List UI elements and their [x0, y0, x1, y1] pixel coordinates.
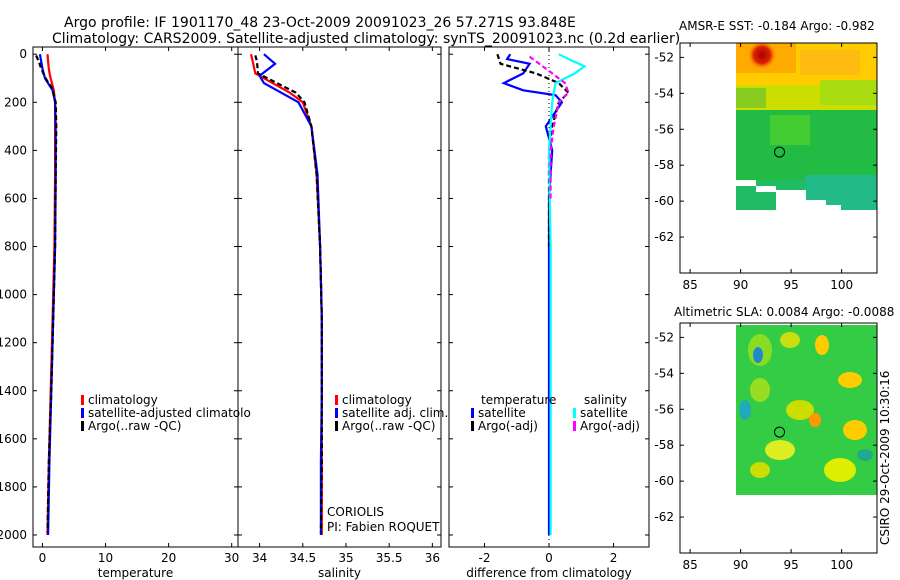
y-tick-label: -56 [654, 122, 674, 136]
y-tick-label: -58 [654, 158, 674, 172]
timestamp-stamp: CSIRO 29-Oct-2009 10:30:16 [878, 371, 892, 545]
legend-entry: Argo(..raw -QC) [342, 419, 435, 433]
x-tick-label: 100 [830, 558, 853, 572]
legend-entry: Argo(..raw -QC) [88, 419, 181, 433]
profile-location-marker [774, 426, 786, 438]
panel-frame [32, 46, 239, 548]
legend-swatch [81, 408, 84, 418]
legend-header: temperature [481, 393, 556, 407]
map-title: AMSR-E SST: -0.184 Argo: -0.982 [679, 19, 875, 33]
y-tick-label: 1200 [0, 336, 27, 350]
x-tick-label: 20 [161, 551, 176, 565]
y-tick-label: -62 [654, 510, 674, 524]
series-line [547, 53, 587, 535]
legend-swatch [335, 421, 338, 431]
sla-map-pixels [680, 325, 877, 553]
x-tick-label: 2 [610, 551, 618, 565]
x-tick-label: 36 [425, 551, 440, 565]
series-line [254, 55, 323, 533]
legend-swatch [335, 408, 338, 418]
x-tick-label: 35 [338, 551, 353, 565]
x-tick-label: -2 [478, 551, 490, 565]
map-frame [679, 322, 878, 554]
y-tick-label: 1400 [0, 384, 27, 398]
y-tick-label: -54 [654, 86, 674, 100]
y-tick-label: 2000 [0, 528, 27, 542]
x-tick-label: 95 [783, 278, 798, 292]
x-tick-label: 30 [224, 551, 239, 565]
legend-swatch [573, 421, 576, 431]
pi-label: PI: Fabien ROQUET [327, 520, 440, 534]
legend-entry: Argo(-adj) [580, 419, 640, 433]
panel-frame [237, 46, 442, 548]
legend-entry: Argo(-adj) [478, 419, 538, 433]
panel-temperature: 0 10 20 30 0 200 400 600 800 1000 1200 1400 1600 1800… [0, 46, 251, 580]
series-line [35, 54, 58, 533]
y-tick-label: -60 [654, 474, 674, 488]
legend-swatch [81, 395, 84, 405]
y-tick-label: 1800 [0, 480, 27, 494]
sst-map: AMSR-E SST: -0.184 Argo: -0.982 85 90 95 100… [654, 19, 878, 292]
y-tick-label: -52 [654, 330, 674, 344]
y-tick-label: 200 [4, 95, 27, 109]
series-line [528, 55, 570, 199]
legend-entry: climatology [88, 393, 158, 407]
y-tick-label: -62 [654, 230, 674, 244]
sla-map: Altimetric SLA: 0.0084 Argo: -0.0088 85 90… [654, 305, 894, 572]
legend-entry: satellite adj. clim. [342, 406, 448, 420]
legend-entry: satellite [478, 406, 526, 420]
x-tick-label: 85 [682, 558, 697, 572]
x-tick-label: 10 [98, 551, 113, 565]
x-tick-label: 85 [682, 278, 697, 292]
x-axis-label: salinity [318, 566, 361, 580]
y-tick-label: 1600 [0, 432, 27, 446]
x-tick-label: 0 [39, 551, 47, 565]
y-tick-label: -56 [654, 402, 674, 416]
x-tick-label: 90 [733, 558, 748, 572]
title-line-1: Argo profile: IF 1901170_48 23-Oct-2009 … [64, 15, 576, 31]
series-line [501, 53, 564, 535]
legend-swatch [471, 408, 474, 418]
x-tick-label: 95 [783, 558, 798, 572]
x-tick-label: 34.5 [289, 551, 316, 565]
y-tick-label: 1000 [0, 288, 27, 302]
legend-entry: satellite-adjusted climatolo [88, 406, 251, 420]
y-tick-label: 0 [19, 47, 27, 61]
x-tick-label: 90 [733, 278, 748, 292]
legend-swatch [335, 395, 338, 405]
y-tick-label: 600 [4, 191, 27, 205]
legend-swatch [573, 408, 576, 418]
x-tick-label: 100 [830, 278, 853, 292]
legend-header: salinity [584, 393, 627, 407]
y-tick-label: 400 [4, 143, 27, 157]
y-tick-label: -54 [654, 366, 674, 380]
y-tick-label: 800 [4, 240, 27, 254]
legend-swatch [471, 421, 474, 431]
legend-entry: climatology [342, 393, 412, 407]
y-tick-label: -60 [654, 194, 674, 208]
legend-entry: satellite [580, 406, 628, 420]
map-frame [679, 42, 878, 274]
x-axis-label: temperature [98, 566, 173, 580]
y-tick-label: -58 [654, 438, 674, 452]
x-axis-label: difference from climatology [466, 566, 632, 580]
x-tick-label: 0 [545, 551, 553, 565]
legend-swatch [81, 421, 84, 431]
y-tick-label: -52 [654, 50, 674, 64]
title-line-2: Climatology: CARS2009. Satellite-adjuste… [52, 31, 680, 47]
sst-map-pixels [736, 43, 877, 210]
map-title: Altimetric SLA: 0.0084 Argo: -0.0088 [674, 305, 894, 319]
x-tick-label: 34 [252, 551, 267, 565]
x-tick-label: 35.5 [376, 551, 403, 565]
provider-label: CORIOLIS [327, 505, 384, 519]
panel-salinity: 34 34.5 35 35.5 36 salinity climatologysatelli… [237, 46, 448, 580]
profile-location-marker [774, 146, 786, 158]
